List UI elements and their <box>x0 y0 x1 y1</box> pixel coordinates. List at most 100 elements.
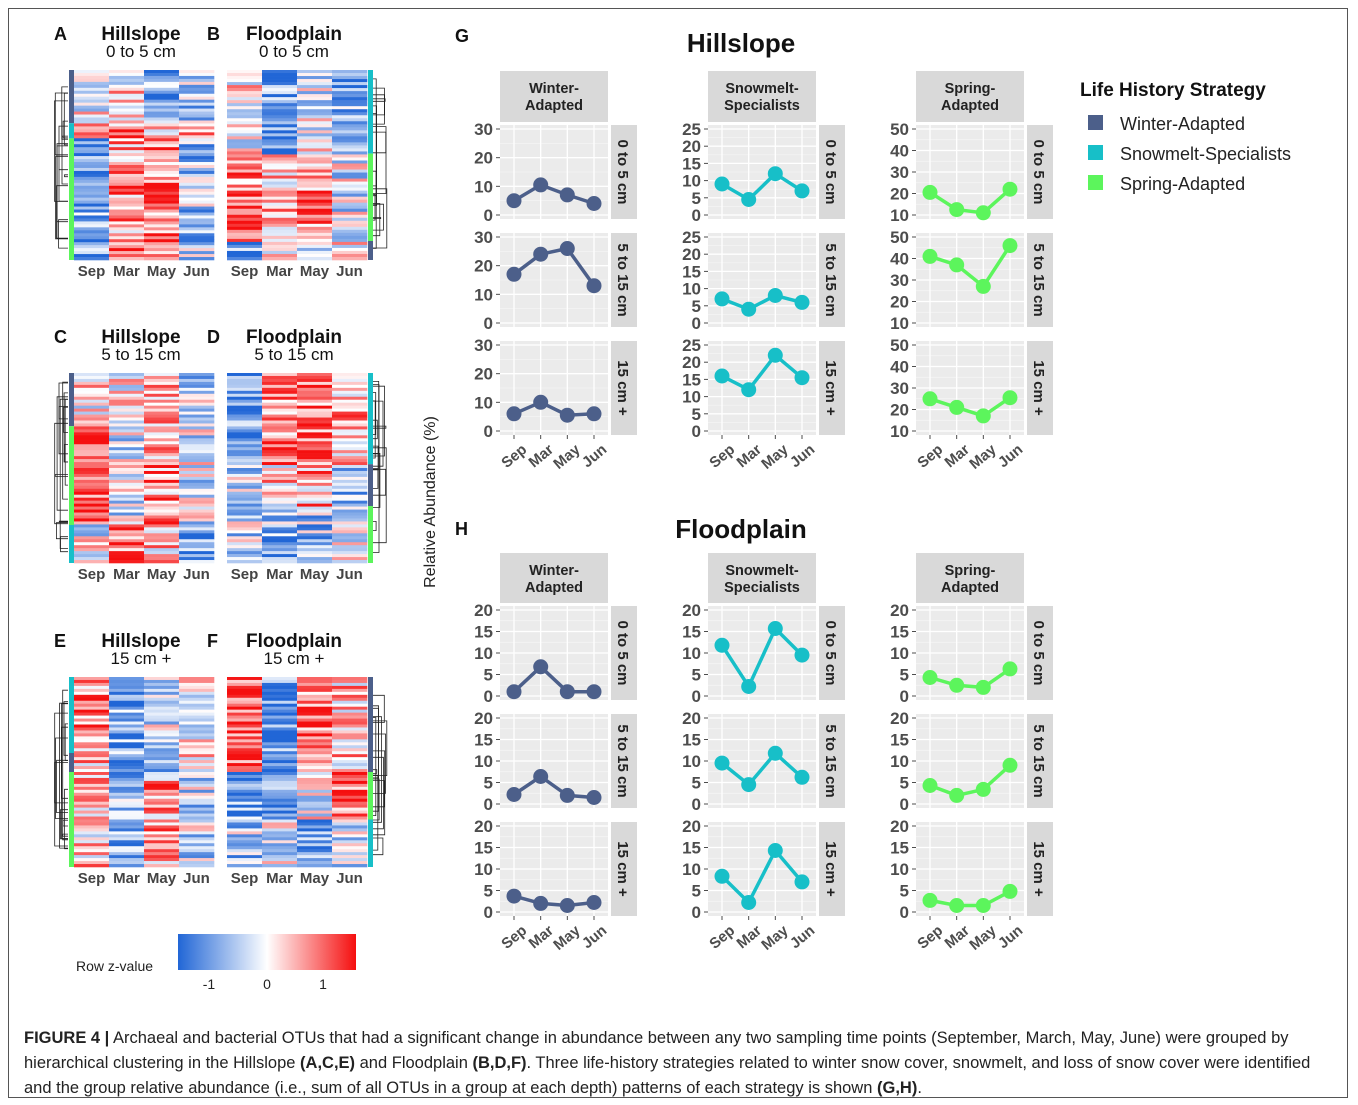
heatmap-cell <box>262 864 298 868</box>
dendrogram-branch <box>56 759 68 813</box>
heatmap-cell <box>332 390 368 395</box>
facet-column-label: Spring- <box>945 81 996 97</box>
heatmap-group-bar <box>368 373 373 465</box>
heatmap-cell <box>297 473 333 478</box>
x-tick-label: Jun <box>579 441 610 471</box>
heatmap-cell <box>179 548 215 552</box>
dendrogram-branch <box>61 726 68 799</box>
heatmap-cell <box>179 417 215 421</box>
heatmap-cell <box>297 742 333 746</box>
heatmap-cell <box>144 414 180 418</box>
heatmap-month-label: Mar <box>113 870 140 887</box>
heatmap-cell <box>109 114 145 118</box>
heatmap-cell <box>262 521 298 525</box>
heatmap-cell <box>297 703 333 707</box>
heatmap-cell <box>144 837 180 841</box>
heatmap-cell <box>179 81 215 86</box>
heatmap-cell <box>109 144 145 148</box>
heatmap-cell <box>332 849 368 853</box>
heatmap-cell <box>144 75 180 80</box>
heatmap-cell <box>297 163 333 167</box>
facet-strip-top <box>500 553 608 603</box>
heatmap-month-label: Mar <box>266 870 293 887</box>
heatmap-cell <box>297 247 333 252</box>
heatmap-cell <box>74 682 110 687</box>
heatmap-cell <box>227 769 263 773</box>
heatmap-cell <box>332 411 368 415</box>
heatmap-cell <box>109 93 145 98</box>
heatmap-cell <box>179 679 215 684</box>
heatmap-cell <box>179 221 215 225</box>
heatmap-cell <box>144 795 180 800</box>
heatmap-cell <box>109 694 145 699</box>
heatmap-cell <box>144 417 180 421</box>
heatmap-cell <box>74 742 110 746</box>
heatmap-cell <box>109 479 145 484</box>
heatmap-cell <box>74 417 110 421</box>
heatmap-cell <box>332 453 368 457</box>
heatmap-cell <box>227 73 263 77</box>
y-tick-label: 10 <box>890 422 909 441</box>
y-tick-label: 0 <box>484 903 493 922</box>
heatmap-cell <box>74 453 110 457</box>
heatmap-cell <box>262 852 298 856</box>
heatmap-cell <box>74 691 110 696</box>
heatmap-cell <box>262 115 298 119</box>
heatmap-cell <box>179 254 215 258</box>
heatmap-cell <box>297 718 333 722</box>
heatmap-cell <box>332 142 368 146</box>
heatmap-cell <box>227 736 263 740</box>
data-point <box>741 679 757 694</box>
heatmap-cell <box>179 456 215 460</box>
heatmap-cell <box>74 727 110 731</box>
heatmap-cell <box>297 208 333 213</box>
heatmap-cell <box>179 816 215 820</box>
heatmap-cell <box>297 503 333 507</box>
heatmap-cell <box>227 783 263 788</box>
heatmap-cell <box>179 75 215 80</box>
y-tick-label: 20 <box>682 709 701 728</box>
heatmap-cell <box>74 810 110 814</box>
heatmap-cell <box>227 757 263 761</box>
heatmap-cell <box>179 822 215 826</box>
heatmap-cell <box>297 542 333 546</box>
heatmap-cell <box>332 777 368 782</box>
heatmap-cell <box>332 721 368 725</box>
heatmap-cell <box>109 150 145 154</box>
heatmap-group-bar <box>69 753 74 772</box>
heatmap-cell <box>74 852 110 856</box>
heatmap-cell <box>74 792 110 797</box>
heatmap-cell <box>109 852 145 856</box>
heatmap-cell <box>297 491 333 496</box>
heatmap-cell <box>109 96 145 100</box>
heatmap-cell <box>74 798 110 802</box>
heatmap-cell <box>179 694 215 699</box>
heatmap-cell <box>297 373 333 377</box>
heatmap-cell <box>74 700 110 705</box>
heatmap-cell <box>262 91 298 95</box>
data-point <box>586 790 602 805</box>
heatmap-cell <box>179 138 215 142</box>
heatmap-cell <box>332 691 368 696</box>
y-tick-label: 20 <box>474 365 493 384</box>
heatmap-cell <box>332 157 368 161</box>
heatmap-cell <box>297 178 333 182</box>
heatmap-cell <box>144 96 180 100</box>
heatmap-cell <box>227 399 263 403</box>
heatmap-cell <box>109 462 145 466</box>
heatmap-cell <box>262 560 298 564</box>
heatmap-cell <box>297 479 333 484</box>
data-point <box>586 278 602 294</box>
heatmap-cell <box>144 822 180 826</box>
y-tick-label: 15 <box>682 262 701 281</box>
heatmap-cell <box>144 384 180 389</box>
heatmap-cell <box>179 703 215 707</box>
heatmap-cell <box>297 482 333 487</box>
heatmap-cell <box>332 545 368 549</box>
heatmap-cell <box>332 742 368 746</box>
heatmap-cell <box>227 545 263 549</box>
heatmap-cell <box>144 494 180 498</box>
heatmap-cell <box>262 721 298 725</box>
heatmap-cell <box>144 245 180 249</box>
x-tick-label: May <box>550 922 584 954</box>
